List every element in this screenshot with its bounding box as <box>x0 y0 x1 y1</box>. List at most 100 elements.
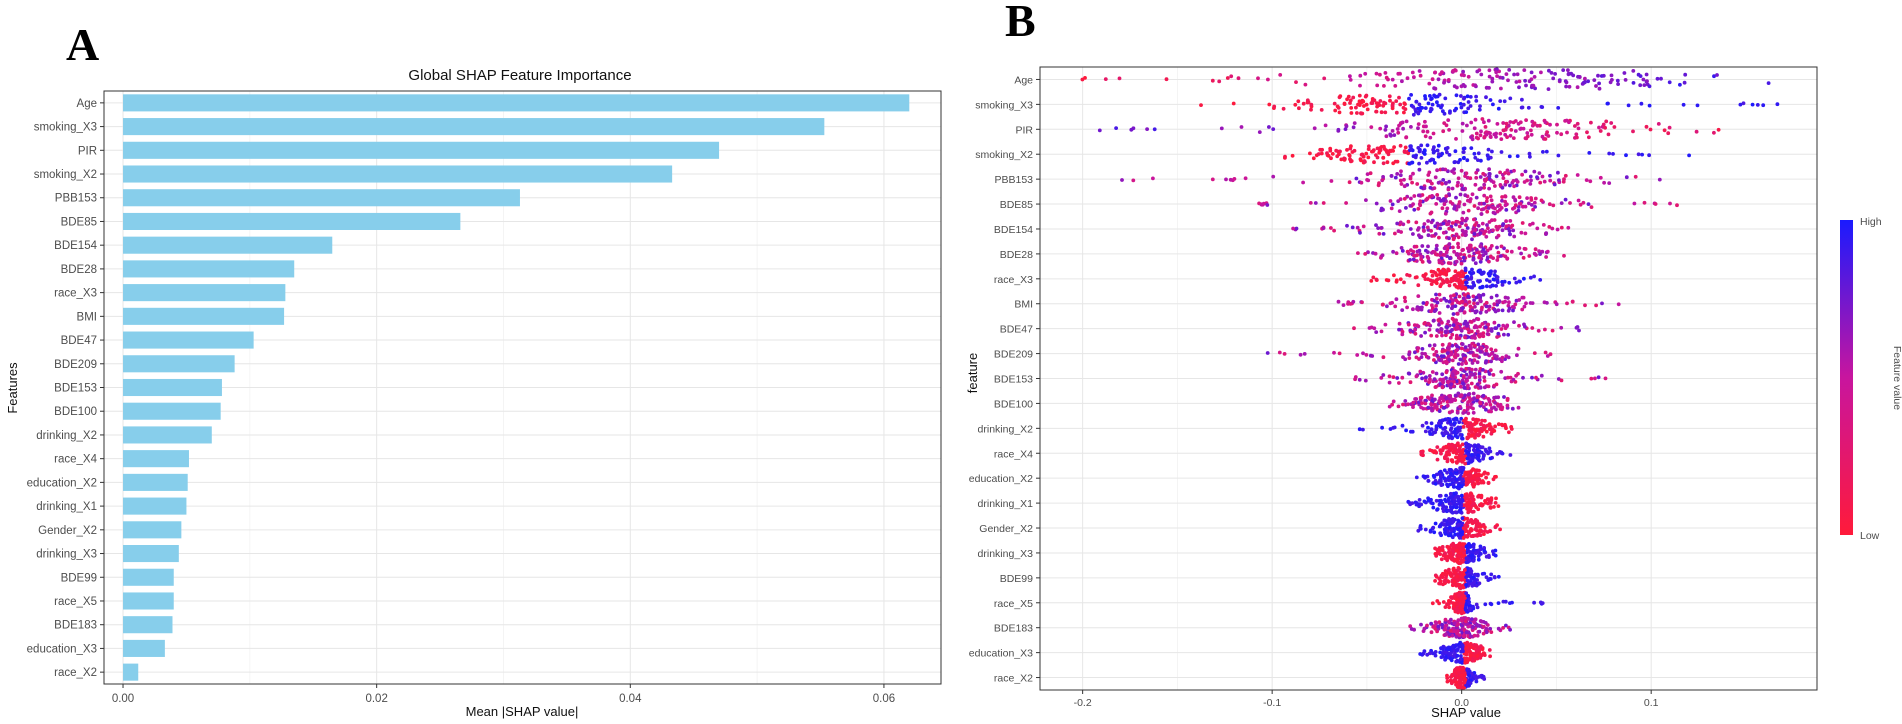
chart-b-point <box>1434 424 1439 428</box>
chart-b-point <box>1411 105 1416 109</box>
chart-b-point <box>1500 308 1505 313</box>
chart-b-point <box>1453 276 1458 281</box>
chart-b-point <box>1461 255 1466 260</box>
chart-b-point <box>1402 196 1407 201</box>
chart-b-point <box>1449 528 1454 533</box>
chart-b-point <box>1454 680 1459 685</box>
chart-b-point <box>1473 343 1477 348</box>
chart-b-point <box>1450 316 1455 321</box>
chart-b-point <box>1457 520 1462 524</box>
chart-b-point <box>1441 377 1446 382</box>
chart-b-point <box>1364 353 1369 357</box>
chart-b-point <box>1460 498 1465 503</box>
chart-b-point <box>1461 585 1466 590</box>
chart-b-point <box>1468 104 1473 108</box>
chart-b-point <box>1384 278 1389 282</box>
chart-b-point <box>1452 484 1456 489</box>
chart-b-point <box>1290 153 1295 158</box>
chart-b-point <box>1408 380 1413 385</box>
chart-b-point <box>1484 304 1489 309</box>
chart-b-point <box>1755 103 1760 107</box>
chart-b-point <box>1418 652 1423 656</box>
chart-b-point <box>1442 271 1446 276</box>
chart-b-point <box>1403 107 1408 111</box>
chart-b-point <box>1640 152 1644 157</box>
chart-b-point <box>1476 250 1481 255</box>
chart-b-point <box>1447 346 1451 350</box>
chart-b-point <box>1521 255 1526 260</box>
chart-b-point <box>1499 206 1504 210</box>
chart-b-point <box>1550 328 1555 333</box>
chart-b-point <box>1452 171 1456 175</box>
chart-b-point <box>1508 601 1512 605</box>
chart-b-point <box>1379 110 1384 115</box>
chart-b-point <box>1535 175 1539 180</box>
chart-b-point <box>1447 226 1452 231</box>
chart-b-point <box>1564 118 1569 123</box>
chart-b-point <box>1411 405 1415 409</box>
chart-b-point <box>1444 370 1449 375</box>
chart-b-point <box>1495 245 1499 250</box>
chart-b-point <box>1468 176 1473 181</box>
chart-b-point <box>1382 84 1386 88</box>
chart-b-point <box>1456 180 1460 185</box>
chart-b-point <box>1487 86 1491 90</box>
chart-b-point <box>1448 552 1453 556</box>
chart-b-point <box>1414 153 1418 158</box>
chart-b-point <box>1522 276 1526 281</box>
chart-b-point <box>1463 266 1468 271</box>
chart-b-point <box>1390 77 1395 82</box>
chart-b-point <box>1359 180 1364 185</box>
chart-b-point <box>1656 122 1661 126</box>
chart-b-point <box>1647 103 1652 108</box>
chart-b-point <box>1486 451 1490 456</box>
chart-b-point <box>1458 577 1462 582</box>
chart-b-point <box>1437 292 1442 297</box>
chart-b-point <box>1507 300 1511 305</box>
chart-b-point <box>1388 148 1392 153</box>
chart-b-point <box>1472 151 1477 156</box>
chart-b-point <box>1506 332 1511 337</box>
chart-b-point <box>1460 269 1464 274</box>
chart-b-point <box>1429 229 1433 233</box>
chart-b-point <box>1460 129 1465 133</box>
chart-b-point <box>1421 474 1426 479</box>
chart-b-point <box>1444 395 1449 400</box>
chart-b-point <box>1511 195 1516 200</box>
chart-b-point <box>1468 346 1473 351</box>
chart-b-point <box>1440 70 1444 75</box>
chart-b-point <box>1450 186 1455 191</box>
chart-b-point <box>1460 442 1465 447</box>
chart-b-point <box>1403 399 1408 403</box>
chart-b-point <box>1601 122 1606 127</box>
chart-a-bars <box>123 94 910 681</box>
chart-b-point <box>1589 120 1593 125</box>
chart-b-point <box>1422 649 1427 654</box>
chart-b-point <box>1544 149 1549 154</box>
chart-b-point <box>1351 299 1356 304</box>
chart-b-point <box>1442 202 1447 207</box>
chart-b-point <box>1464 223 1468 228</box>
chart-b-point <box>1329 156 1333 161</box>
chart-b-point <box>1443 551 1447 556</box>
chart-b-point <box>1448 399 1453 404</box>
chart-b-point <box>1545 354 1550 358</box>
chart-b-point <box>1512 168 1516 173</box>
chart-b-point <box>1347 180 1352 185</box>
chart-b-swarm-BMI <box>1336 292 1621 316</box>
chart-b-point <box>1421 301 1426 305</box>
chart-b-point <box>1517 246 1522 251</box>
chart-b-point <box>1458 605 1463 610</box>
chart-b-point <box>1454 137 1458 141</box>
chart-b-point <box>1385 150 1389 155</box>
chart-b-point <box>1400 79 1404 84</box>
chart-b-point <box>1281 106 1286 111</box>
chart-b-point <box>1491 228 1495 233</box>
chart-b-swarm-Age <box>1080 67 1771 91</box>
chart-b-point <box>1412 194 1417 198</box>
chart-b-point <box>1457 510 1462 514</box>
chart-b-point <box>1416 206 1421 211</box>
chart-b-point <box>1476 136 1480 141</box>
chart-b-point <box>1584 178 1589 183</box>
chart-b-point <box>1463 606 1468 611</box>
